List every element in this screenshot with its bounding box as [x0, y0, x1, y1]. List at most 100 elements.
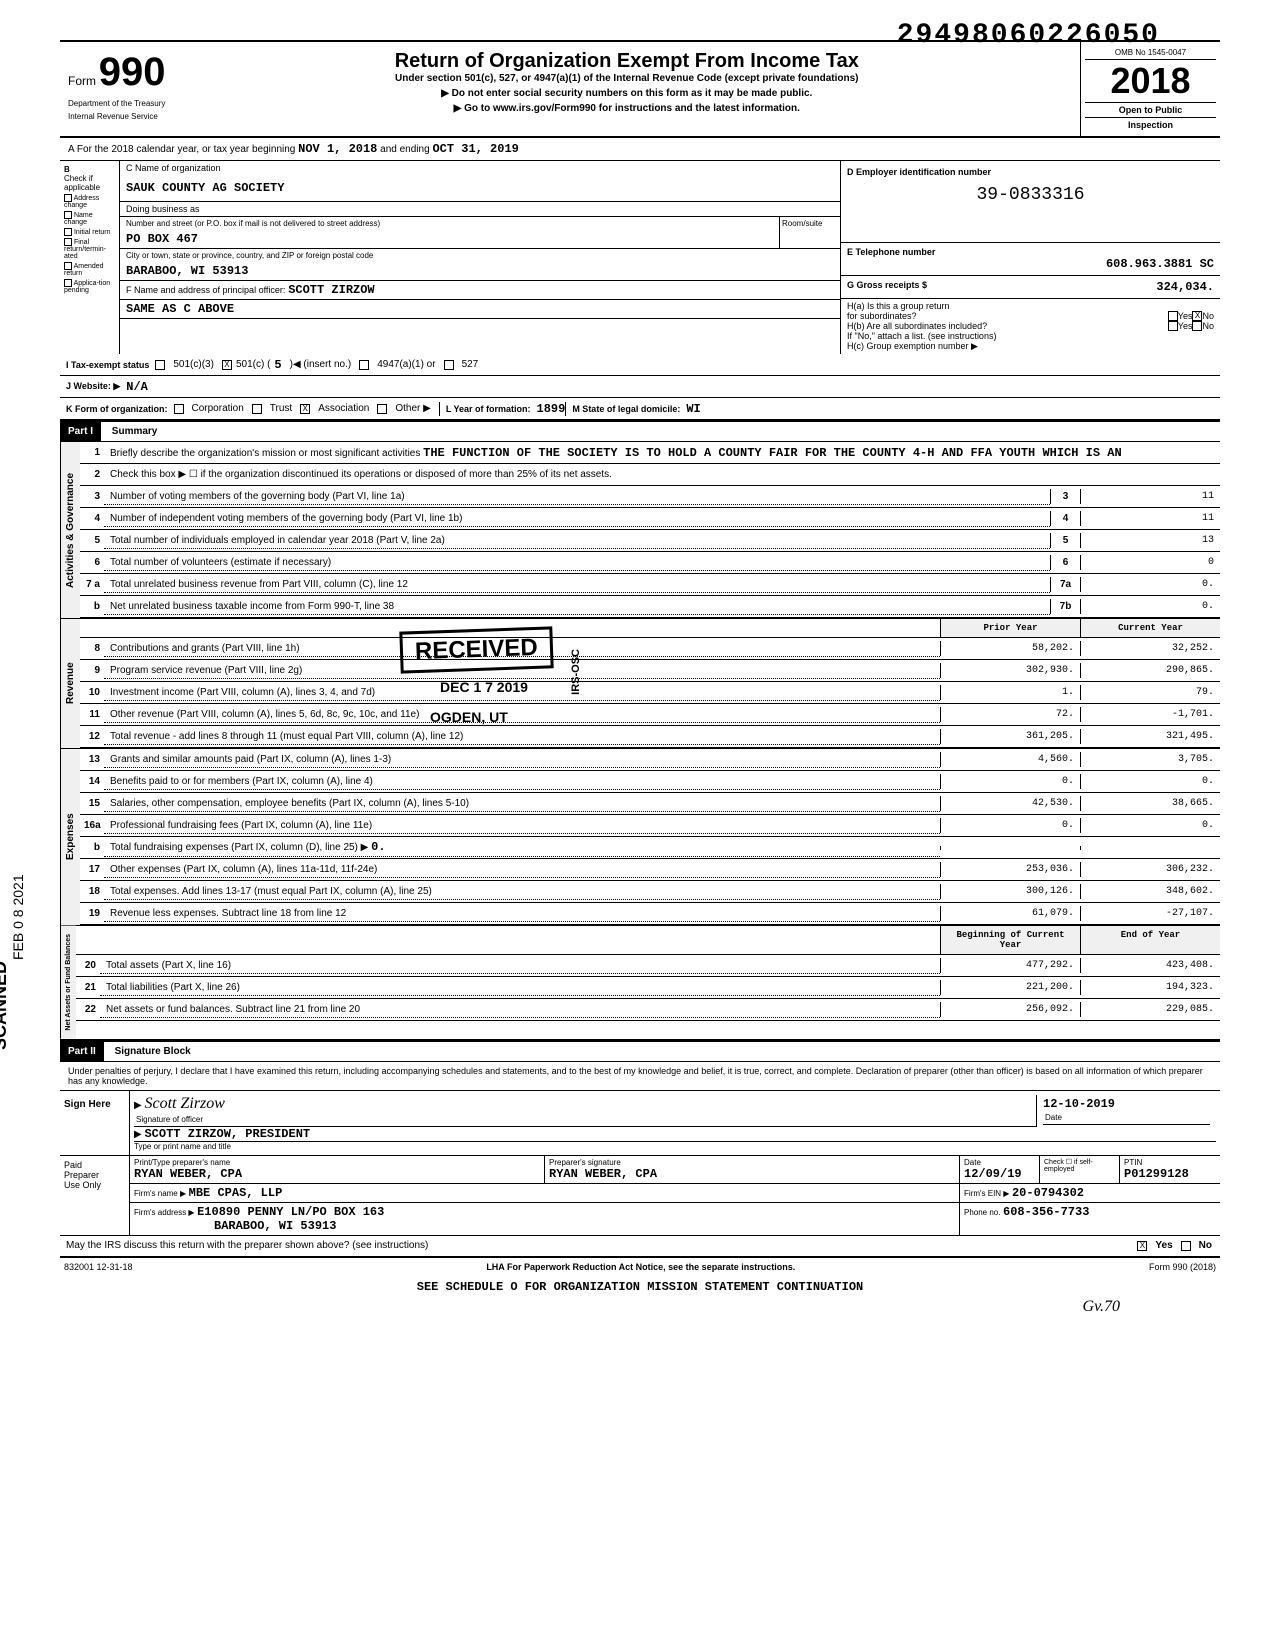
line-num: 12	[80, 729, 104, 744]
line-num: b	[80, 840, 104, 855]
cb-501c3[interactable]	[155, 360, 165, 370]
curr-val: 194,323.	[1080, 980, 1220, 995]
line-1-text: THE FUNCTION OF THE SOCIETY IS TO HOLD A…	[423, 446, 1122, 460]
city-label: City or town, state or province, country…	[120, 249, 840, 262]
line-2-num: 2	[80, 467, 104, 482]
curr-val: 79.	[1080, 685, 1220, 700]
rev-line: 12 Total revenue - add lines 8 through 1…	[80, 726, 1220, 748]
eoy-header: End of Year	[1080, 926, 1220, 954]
received-stamp: RECEIVED	[399, 626, 553, 673]
line-val: 0	[1080, 555, 1220, 570]
k-label: K Form of organization:	[60, 402, 174, 416]
sign-here-label: Sign Here	[60, 1091, 130, 1155]
curr-val: 321,495.	[1080, 729, 1220, 744]
opt-501c: 501(c) (	[232, 359, 274, 370]
discuss-no[interactable]	[1181, 1241, 1191, 1251]
prior-val: 302,930.	[940, 663, 1080, 678]
cb-application[interactable]: Applica-tion pending	[64, 279, 115, 294]
footer-lha: LHA For Paperwork Reduction Act Notice, …	[486, 1262, 795, 1272]
line-desc: Net unrelated business taxable income fr…	[104, 599, 1050, 615]
period-begin: NOV 1, 2018	[298, 142, 377, 156]
cb-4947[interactable]	[359, 360, 369, 370]
gov-line: b Net unrelated business taxable income …	[80, 596, 1220, 618]
scanned-stamp: SCANNED	[0, 961, 11, 1050]
cb-final-return[interactable]: Final return/termin-ated	[64, 238, 115, 260]
cb-initial-return[interactable]: Initial return	[64, 228, 115, 236]
firm-addr1: E10890 PENNY LN/PO BOX 163	[197, 1205, 384, 1219]
signer-name: SCOTT ZIRZOW, PRESIDENT	[144, 1127, 310, 1141]
line-num: 8	[80, 641, 104, 656]
line-desc: Number of voting members of the governin…	[104, 489, 1050, 505]
cb-corp[interactable]	[174, 404, 184, 414]
curr-val: 290,865.	[1080, 663, 1220, 678]
hb-label: H(b) Are all subordinates included?	[847, 321, 1168, 331]
net-line: 20 Total assets (Part X, line 16) 477,29…	[76, 955, 1220, 977]
sign-date: 12-10-2019	[1043, 1097, 1210, 1111]
sig-label: Signature of officer	[134, 1113, 1036, 1127]
cb-address-change[interactable]: Address change	[64, 194, 115, 209]
line-num: 16a	[80, 818, 104, 833]
form-number: 990	[99, 50, 166, 94]
line-desc: Total fundraising expenses (Part IX, col…	[104, 838, 940, 857]
dept-treasury: Department of the Treasury	[68, 99, 166, 108]
line-num: 22	[76, 1002, 100, 1017]
cb-amended[interactable]: Amended return	[64, 262, 115, 277]
cb-527[interactable]	[444, 360, 454, 370]
discuss-yes[interactable]: X	[1137, 1241, 1147, 1251]
gov-line: 6 Total number of volunteers (estimate i…	[80, 552, 1220, 574]
line-num: 10	[80, 685, 104, 700]
cb-trust[interactable]	[252, 404, 262, 414]
line-num: 18	[80, 884, 104, 899]
subtitle: Under section 501(c), 527, or 4947(a)(1)…	[182, 73, 1072, 84]
curr-val: -1,701.	[1080, 707, 1220, 722]
line-val: 11	[1080, 511, 1220, 526]
room-label: Room/suite	[780, 217, 840, 249]
exp-line: 16a Professional fundraising fees (Part …	[80, 815, 1220, 837]
line-num: 21	[76, 980, 100, 995]
line-val: 13	[1080, 533, 1220, 548]
firm-ein-label: Firm's EIN ▶	[964, 1189, 1009, 1198]
net-line: 22 Net assets or fund balances. Subtract…	[76, 999, 1220, 1021]
section-b-label: B	[64, 165, 115, 174]
ptin-label: PTIN	[1124, 1158, 1216, 1167]
hb-no[interactable]	[1192, 321, 1202, 331]
dba-label: Doing business as	[120, 202, 840, 217]
line-box: 7b	[1050, 599, 1080, 614]
prior-val: 361,205.	[940, 729, 1080, 744]
period-row: A For the 2018 calendar year, or tax yea…	[60, 138, 1220, 161]
vert-net-assets: Net Assets or Fund Balances	[60, 926, 76, 1039]
rev-line: 10 Investment income (Part VIII, column …	[80, 682, 1220, 704]
vert-expenses: Expenses	[60, 749, 80, 925]
line-num: 6	[80, 555, 104, 570]
cb-other[interactable]	[377, 404, 387, 414]
501c-num: 5	[274, 358, 281, 372]
line-num: 17	[80, 862, 104, 877]
irs-osc: IRS-OSC	[570, 649, 582, 695]
rev-line: 9 Program service revenue (Part VIII, li…	[80, 660, 1220, 682]
ha-no[interactable]: X	[1192, 311, 1202, 321]
footer-code: 832001 12-31-18	[64, 1262, 133, 1272]
signature: Scott Zirzow	[144, 1095, 224, 1112]
part2-title: Signature Block	[107, 1042, 199, 1061]
period-mid: and ending	[380, 144, 430, 155]
prep-name-label: Print/Type preparer's name	[134, 1158, 540, 1167]
line-desc: Revenue less expenses. Subtract line 18 …	[104, 906, 940, 922]
line-val: 0.	[1080, 577, 1220, 592]
curr-val: 306,232.	[1080, 862, 1220, 877]
tax-status-label: I Tax-exempt status	[60, 358, 155, 372]
cb-assoc[interactable]: X	[300, 404, 310, 414]
cb-501c[interactable]: X	[222, 360, 232, 370]
m-label: M State of legal domicile:	[565, 402, 686, 416]
prior-val: 0.	[940, 774, 1080, 789]
line-desc: Grants and similar amounts paid (Part IX…	[104, 752, 940, 768]
line-box: 3	[1050, 489, 1080, 504]
prior-val: 253,036.	[940, 862, 1080, 877]
line-num: 14	[80, 774, 104, 789]
line-desc: Total liabilities (Part X, line 26)	[100, 980, 940, 996]
ha-yes[interactable]	[1168, 311, 1178, 321]
exp-line: b Total fundraising expenses (Part IX, c…	[80, 837, 1220, 859]
exp-line: 18 Total expenses. Add lines 13-17 (must…	[80, 881, 1220, 903]
hb-yes[interactable]	[1168, 321, 1178, 331]
website-value: N/A	[126, 380, 148, 394]
cb-name-change[interactable]: Name change	[64, 211, 115, 226]
